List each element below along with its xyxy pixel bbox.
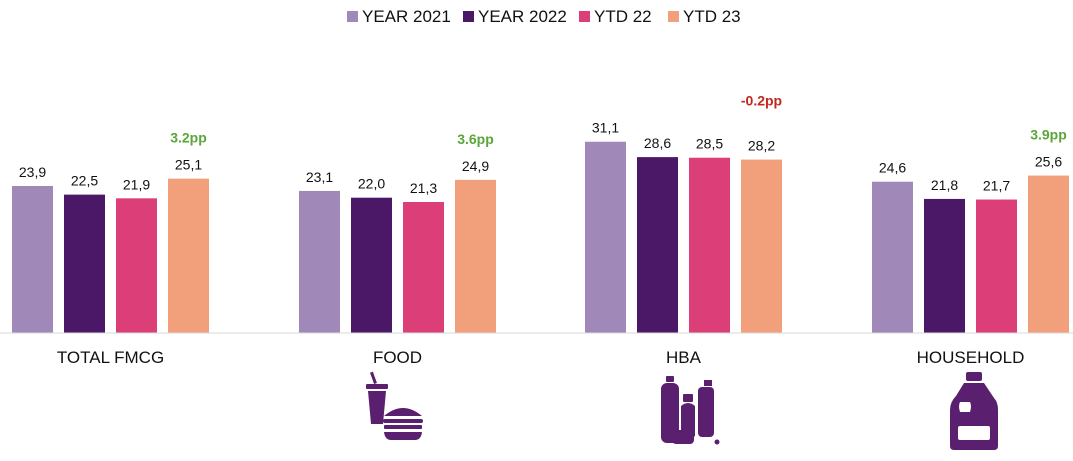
value-label-total-fmcg-ytd-23: 25,1 (175, 157, 202, 173)
value-label-total-fmcg-year-2021: 23,9 (19, 164, 46, 180)
legend-label-year-2022: YEAR 2022 (478, 7, 567, 26)
bar-food-year-2022 (351, 198, 392, 333)
toiletries-icon (661, 376, 720, 445)
bar-hba-ytd-23 (741, 160, 782, 333)
legend-swatch-ytd-22 (579, 11, 590, 22)
bar-hba-ytd-22 (689, 158, 730, 333)
legend: YEAR 2021 YEAR 2022 YTD 22 YTD 23 (347, 7, 741, 26)
detergent-bottle-icon (950, 372, 998, 450)
bar-chart: YEAR 2021 YEAR 2022 YTD 22 YTD 23 23,9 22,5 2… (0, 0, 1073, 461)
bar-total-fmcg-ytd-23 (168, 179, 209, 333)
fast-food-icon (366, 372, 423, 440)
bar-household-year-2022 (924, 199, 965, 333)
bar-food-ytd-22 (403, 202, 444, 333)
bar-food-ytd-23 (455, 180, 496, 333)
delta-annotation-hba: -0.2pp (741, 93, 782, 109)
value-label-household-year-2022: 21,8 (931, 177, 958, 193)
bar-total-fmcg-ytd-22 (116, 198, 157, 333)
legend-swatch-year-2021 (347, 11, 358, 22)
legend-label-ytd-23: YTD 23 (683, 7, 741, 26)
value-label-total-fmcg-year-2022: 22,5 (71, 173, 98, 189)
delta-annotation-household: 3.9pp (1030, 127, 1067, 143)
value-label-food-ytd-22: 21,3 (410, 180, 437, 196)
legend-swatch-year-2022 (463, 11, 474, 22)
bar-total-fmcg-year-2021 (12, 186, 53, 333)
value-label-hba-ytd-23: 28,2 (748, 138, 775, 154)
category-label-total-fmcg: TOTAL FMCG (57, 348, 164, 367)
bars (12, 142, 1069, 333)
value-label-hba-ytd-22: 28,5 (696, 136, 723, 152)
bar-total-fmcg-year-2022 (64, 195, 105, 333)
category-labels: TOTAL FMCG FOOD HBA HOUSEHOLD (57, 348, 1025, 367)
legend-label-ytd-22: YTD 22 (594, 7, 652, 26)
value-label-food-ytd-23: 24,9 (462, 158, 489, 174)
delta-annotation-food: 3.6pp (457, 131, 494, 147)
bar-household-year-2021 (872, 182, 913, 333)
legend-label-year-2021: YEAR 2021 (362, 7, 451, 26)
value-label-household-ytd-22: 21,7 (983, 178, 1010, 194)
bar-household-ytd-22 (976, 200, 1017, 333)
value-label-household-ytd-23: 25,6 (1035, 154, 1062, 170)
category-label-household: HOUSEHOLD (917, 348, 1025, 367)
value-label-total-fmcg-ytd-22: 21,9 (123, 176, 150, 192)
legend-swatch-ytd-23 (668, 11, 679, 22)
value-label-food-year-2021: 23,1 (306, 169, 333, 185)
bar-food-year-2021 (299, 191, 340, 333)
category-label-food: FOOD (373, 348, 422, 367)
value-label-household-year-2021: 24,6 (879, 160, 906, 176)
bar-hba-year-2022 (637, 157, 678, 333)
delta-annotation-total-fmcg: 3.2pp (170, 130, 207, 146)
bar-household-ytd-23 (1028, 176, 1069, 333)
value-label-hba-year-2021: 31,1 (592, 120, 619, 136)
category-label-hba: HBA (666, 348, 702, 367)
value-label-food-year-2022: 22,0 (358, 176, 385, 192)
bar-hba-year-2021 (585, 142, 626, 333)
value-label-hba-year-2022: 28,6 (644, 135, 671, 151)
